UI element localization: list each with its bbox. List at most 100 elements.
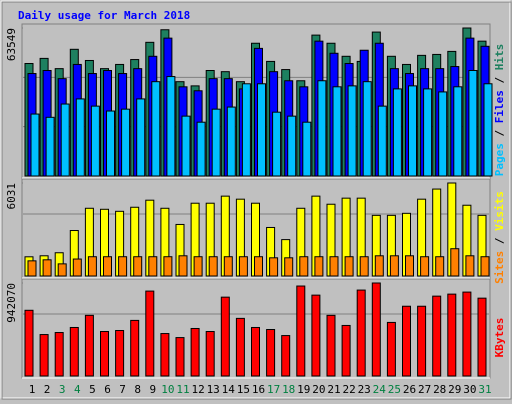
legend-entry: Sites [493, 251, 506, 284]
bar [69, 326, 79, 377]
bar [121, 108, 131, 177]
x-tick-label: 20 [312, 383, 325, 396]
bar [359, 256, 369, 277]
bar [106, 110, 115, 177]
legend-entry: Pages [493, 143, 506, 176]
bar [408, 85, 417, 177]
x-tick-label: 10 [161, 383, 174, 396]
x-tick-label: 15 [237, 383, 250, 396]
bar [389, 255, 399, 277]
bar [332, 86, 342, 177]
x-tick-label: 17 [267, 383, 280, 396]
bar [468, 70, 478, 177]
bar [193, 256, 203, 277]
bar [175, 337, 185, 377]
bar [72, 258, 82, 277]
x-tick-label: 6 [104, 383, 111, 396]
bar [151, 81, 161, 177]
x-tick-label: 16 [252, 383, 265, 396]
bar [465, 255, 475, 277]
y-tick-label: 942070 [5, 283, 18, 323]
bar [190, 327, 200, 377]
bar [371, 282, 381, 377]
bar [181, 115, 191, 177]
x-tick-label: 5 [89, 383, 96, 396]
x-tick-label: 23 [358, 383, 371, 396]
bar [296, 285, 306, 377]
legend: Pages / Files / Hits [493, 44, 506, 177]
x-tick-label: 29 [448, 383, 461, 396]
bar [226, 106, 236, 177]
bar [196, 121, 206, 177]
bar [30, 113, 40, 177]
bar [420, 256, 430, 277]
bar [87, 256, 97, 277]
bar [266, 329, 276, 377]
legend: Sites / Visits [493, 191, 506, 284]
x-tick-label: 30 [463, 383, 476, 396]
bar [344, 256, 354, 277]
bar [241, 83, 251, 177]
bar [417, 305, 427, 377]
bar [326, 314, 336, 377]
bar [329, 256, 339, 277]
bar [374, 255, 384, 277]
bar [281, 335, 291, 377]
bar [238, 256, 248, 277]
bar [148, 256, 158, 277]
bar [118, 256, 128, 277]
x-tick-label: 3 [59, 383, 66, 396]
bar [462, 291, 472, 377]
bar [423, 88, 433, 177]
bar [269, 257, 279, 277]
bar [447, 293, 457, 377]
bar [103, 256, 112, 277]
bar [317, 80, 327, 177]
bar [453, 86, 463, 177]
bar [115, 330, 125, 377]
bar [432, 295, 442, 377]
bar [405, 255, 414, 277]
x-tick-label: 22 [342, 383, 355, 396]
x-tick-label: 14 [222, 383, 236, 396]
bar [341, 324, 351, 377]
x-tick-label: 1 [29, 383, 36, 396]
bar [27, 260, 37, 277]
bar [54, 332, 64, 377]
bar [60, 103, 70, 177]
bar [450, 248, 460, 277]
bar [392, 88, 402, 177]
bar [251, 326, 260, 377]
y-tick-label: 6031 [5, 183, 18, 210]
bar [130, 319, 140, 377]
x-tick-label: 31 [478, 383, 491, 396]
bar [356, 289, 366, 377]
bar [75, 98, 85, 177]
x-tick-label: 7 [119, 383, 126, 396]
bar [477, 297, 487, 377]
bar [45, 116, 55, 177]
bar [302, 121, 312, 177]
x-tick-label: 18 [282, 383, 295, 396]
bar [205, 331, 215, 377]
x-tick-label: 12 [191, 383, 204, 396]
bar [402, 305, 411, 377]
bar [480, 256, 490, 277]
legend-entry: Hits [493, 44, 506, 71]
bar [160, 333, 170, 377]
legend-entry: Visits [493, 191, 506, 231]
bar [235, 317, 245, 377]
bar [257, 83, 266, 177]
bar [435, 256, 445, 277]
x-tick-label: 25 [388, 383, 401, 396]
legend-separator: / [493, 123, 506, 143]
bar [362, 81, 372, 177]
bar [84, 314, 94, 377]
x-tick-label: 24 [373, 383, 387, 396]
bar [57, 263, 67, 277]
bar [39, 334, 49, 377]
x-tick-label: 28 [433, 383, 446, 396]
